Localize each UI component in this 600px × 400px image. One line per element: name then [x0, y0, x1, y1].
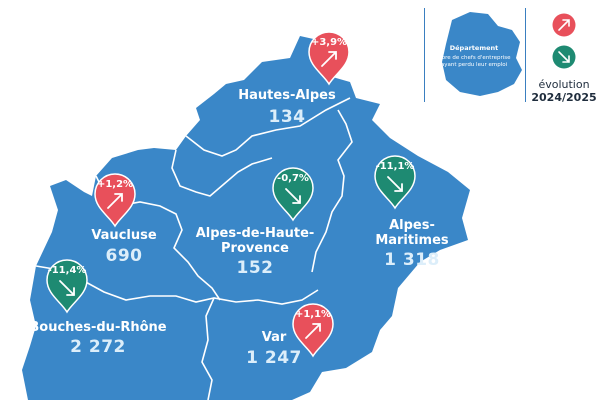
legend-evolution-label: évolution 2024/2025	[531, 78, 597, 104]
dept-name-vaucluse: Vaucluse	[91, 228, 157, 243]
evolution-marker-var: +1,1%	[290, 300, 336, 358]
evolution-value: -11,1%	[375, 161, 415, 172]
arrow-up-right-icon	[321, 51, 337, 67]
evolution-marker-alpes-de-haute-provence: -0,7%	[270, 164, 316, 222]
dept-value-vaucluse: 690	[105, 246, 143, 266]
evolution-marker-hautes-alpes: +3,9%	[306, 28, 352, 86]
decrease-pin	[374, 155, 416, 210]
dept-name-line-2: Maritimes	[375, 233, 449, 248]
evolution-value: +3,9%	[310, 37, 348, 48]
evolution-value: +1,1%	[294, 309, 332, 320]
arrow-down-right-icon	[59, 280, 75, 296]
dept-name-alpes-maritimes: Alpes- Maritimes	[372, 218, 452, 248]
legend-increase-icon	[551, 12, 577, 38]
dept-name-bouches-du-rhone: Bouches-du-Rhône	[29, 320, 167, 335]
legend-title: Département	[449, 44, 499, 52]
dept-name-hautes-alpes: Hautes-Alpes	[238, 88, 336, 103]
dept-name-var: Var	[261, 330, 287, 345]
evolution-value: -11,4%	[47, 265, 87, 276]
dept-name-line-1: Alpes-de-Haute-	[195, 226, 315, 241]
dept-name-line-2: Provence	[221, 241, 289, 256]
arrow-down-right-icon	[387, 176, 403, 192]
arrow-up-right-icon	[305, 323, 321, 339]
legend-frame	[424, 8, 526, 102]
dept-value-hautes-alpes: 134	[268, 107, 306, 127]
dept-value-alpes-de-haute-provence: 152	[236, 258, 274, 278]
evolution-marker-bouches-du-rhone: -11,4%	[44, 256, 90, 314]
legend-decrease-icon	[551, 44, 577, 70]
evolution-marker-alpes-maritimes: -11,1%	[372, 152, 418, 210]
dept-value-bouches-du-rhone: 2 272	[70, 337, 126, 357]
arrow-up-right-icon	[107, 193, 123, 209]
dept-value-var: 1 247	[246, 348, 302, 368]
legend-department-shape	[442, 12, 522, 96]
dept-name-alpes-de-haute-provence: Alpes-de-Haute- Provence	[190, 226, 320, 256]
legend-description: Nbre de chefs d'entreprise ayant perdu l…	[437, 55, 511, 68]
decrease-pin	[46, 259, 88, 314]
region-outline	[22, 36, 470, 400]
arrow-down-right-icon	[285, 188, 301, 204]
evolution-marker-vaucluse: +1,2%	[92, 170, 138, 228]
evolution-value: -0,7%	[277, 173, 309, 184]
evolution-value: +1,2%	[96, 179, 134, 190]
dept-value-alpes-maritimes: 1 318	[384, 250, 440, 270]
dept-name-line-1: Alpes-	[389, 218, 435, 233]
decrease-pin	[272, 167, 314, 222]
